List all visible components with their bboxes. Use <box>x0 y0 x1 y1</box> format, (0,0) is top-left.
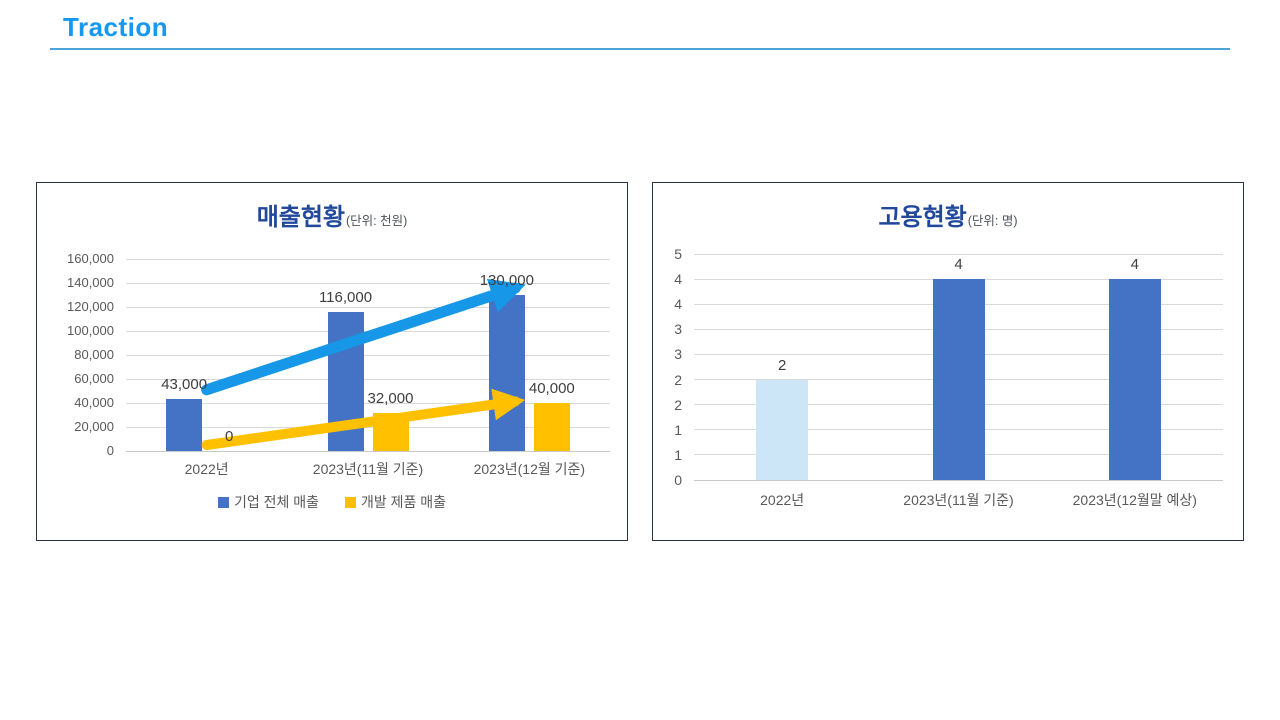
bar-value-label: 2 <box>777 356 787 374</box>
bar-series0-cat2 <box>488 295 525 451</box>
y-axis-tick-label: 100,000 <box>67 323 114 338</box>
bar-value-label: 0 <box>224 428 234 445</box>
gridline <box>126 354 610 356</box>
y-axis-tick-label: 3 <box>674 321 682 338</box>
bar-series1-cat2 <box>533 403 570 451</box>
y-axis-tick-label: 5 <box>674 246 682 262</box>
page-title: Traction <box>63 12 169 42</box>
gridline <box>126 258 610 260</box>
gridline <box>126 450 610 452</box>
legend-item-series0: 기업 전체 매출 <box>217 492 319 512</box>
x-axis-category-label: 2022년 <box>760 492 805 508</box>
gridline <box>694 253 1223 255</box>
bar-value-label: 43,000 <box>161 376 208 394</box>
employment-chart-plot: 0 1 1 2 2 3 3 4 4 5 2 4 4 2022년 2023년(11월 기준) 2023년(12월… <box>653 183 1243 540</box>
y-axis-tick-label: 4 <box>674 296 682 313</box>
legend-swatch <box>217 496 229 508</box>
product-revenue-trend-arrow <box>201 388 526 450</box>
gridline <box>126 306 610 308</box>
revenue-chart-legend: 기업 전체 매출 개발 제품 매출 <box>37 492 627 512</box>
gridline <box>126 402 610 404</box>
bar-series0-cat2 <box>1108 279 1161 480</box>
x-axis-category-label: 2023년(11월 기준) <box>312 461 424 477</box>
trend-arrows-overlay <box>201 278 526 450</box>
revenue-chart-title: 매출현황 <box>256 204 346 231</box>
x-axis-category-label: 2023년(12월말 예상) <box>1072 492 1197 508</box>
gridline <box>126 378 610 380</box>
legend-item-series1: 개발 제품 매출 <box>345 492 446 512</box>
bar-series0-cat1 <box>932 279 985 480</box>
y-axis-tick-label: 1 <box>674 421 682 438</box>
revenue-chart-panel: 매출현황(단위: 천원) 0 20,000 40,000 60,000 80,000 10… <box>36 182 628 541</box>
y-axis-tick-label: 1 <box>674 446 682 463</box>
bar-value-label: 40,000 <box>528 380 575 397</box>
y-axis-tick-label: 3 <box>674 346 682 363</box>
total-revenue-trend-arrow <box>201 278 526 396</box>
y-axis-tick-label: 4 <box>674 271 682 288</box>
y-axis-tick-label: 20,000 <box>74 419 114 434</box>
y-axis-tick-label: 0 <box>674 472 682 488</box>
legend-label: 개발 제품 매출 <box>361 494 447 510</box>
revenue-chart-title-row: 매출현황(단위: 천원) <box>37 197 627 232</box>
bar-series0-cat0 <box>756 379 809 480</box>
bar-value-label: 130,000 <box>479 272 534 289</box>
bar-value-label: 32,000 <box>367 389 414 407</box>
employment-chart-unit-label: (단위: 명) <box>967 214 1018 228</box>
legend-label: 기업 전체 매출 <box>233 494 319 510</box>
y-axis-tick-label: 120,000 <box>67 299 114 314</box>
revenue-chart-unit-label: (단위: 천원) <box>346 214 408 228</box>
y-axis-tick-label: 60,000 <box>74 371 114 386</box>
x-axis-category-label: 2023년(12월 기준) <box>473 461 586 477</box>
bar-series0-cat0 <box>166 399 203 451</box>
bar-value-label: 4 <box>1130 256 1139 274</box>
employment-chart-panel: 고용현황(단위: 명) 0 1 1 2 2 3 3 4 4 5 2 4 4 2022년 2023년(11월 … <box>652 182 1244 541</box>
bar-value-label: 116,000 <box>318 288 373 306</box>
legend-swatch <box>345 496 356 508</box>
y-axis-tick-label: 160,000 <box>67 251 114 266</box>
employment-chart-title: 고용현황 <box>878 204 967 231</box>
y-axis-tick-label: 0 <box>106 443 114 458</box>
y-axis-tick-label: 80,000 <box>74 347 114 362</box>
employment-chart-title-row: 고용현황(단위: 명) <box>653 197 1243 232</box>
gridline <box>694 479 1223 481</box>
x-axis-category-label: 2023년(11월 기준) <box>903 492 1014 508</box>
x-axis-category-label: 2022년 <box>184 461 229 477</box>
revenue-chart-plot: 0 20,000 40,000 60,000 80,000 100,000 120,000 1… <box>37 183 627 540</box>
y-axis-tick-label: 40,000 <box>74 395 114 410</box>
y-axis-tick-label: 2 <box>674 371 682 388</box>
gridline <box>126 282 610 284</box>
bar-value-label: 4 <box>954 256 963 274</box>
y-axis-tick-label: 140,000 <box>67 275 114 290</box>
title-underline <box>50 48 1230 50</box>
y-axis-tick-label: 2 <box>674 396 682 413</box>
